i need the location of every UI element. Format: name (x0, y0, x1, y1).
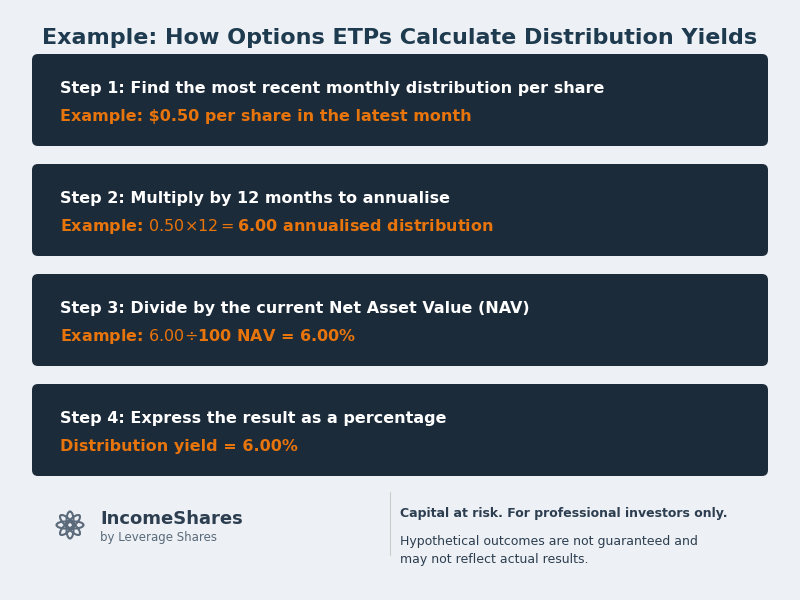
FancyBboxPatch shape (32, 384, 768, 476)
Text: Step 1: Find the most recent monthly distribution per share: Step 1: Find the most recent monthly dis… (60, 80, 604, 95)
Text: Capital at risk. For professional investors only.: Capital at risk. For professional invest… (400, 506, 727, 520)
Text: Step 4: Express the result as a percentage: Step 4: Express the result as a percenta… (60, 410, 446, 425)
Text: Distribution yield = 6.00%: Distribution yield = 6.00% (60, 439, 298, 454)
FancyBboxPatch shape (32, 54, 768, 146)
Text: Hypothetical outcomes are not guaranteed and
may not reflect actual results.: Hypothetical outcomes are not guaranteed… (400, 535, 698, 566)
Text: Example: $0.50 × 12 = $6.00 annualised distribution: Example: $0.50 × 12 = $6.00 annualised d… (60, 217, 494, 235)
Text: by Leverage Shares: by Leverage Shares (100, 530, 217, 544)
FancyBboxPatch shape (32, 164, 768, 256)
Text: Example: $0.50 per share in the latest month: Example: $0.50 per share in the latest m… (60, 109, 472, 124)
Text: Step 2: Multiply by 12 months to annualise: Step 2: Multiply by 12 months to annuali… (60, 191, 450, 205)
FancyBboxPatch shape (32, 274, 768, 366)
Text: Example: How Options ETPs Calculate Distribution Yields: Example: How Options ETPs Calculate Dist… (42, 28, 757, 48)
Text: Step 3: Divide by the current Net Asset Value (NAV): Step 3: Divide by the current Net Asset … (60, 301, 530, 316)
Text: Example: $6.00 ÷ $100 NAV = 6.00%: Example: $6.00 ÷ $100 NAV = 6.00% (60, 326, 356, 346)
Text: IncomeShares: IncomeShares (100, 510, 242, 528)
